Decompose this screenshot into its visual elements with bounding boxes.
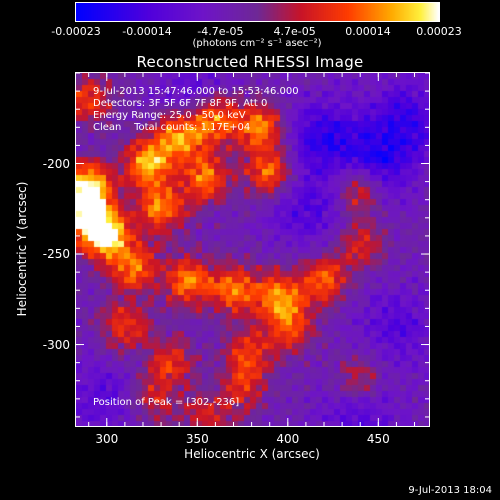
annotation-energy-range: Energy Range: 25.0 - 50.0 keV — [93, 110, 246, 121]
heatmap-image — [76, 73, 429, 426]
colorbar-units-label: (photons cm⁻² s⁻¹ asec⁻²) — [192, 38, 322, 49]
annotation-peak-position: Position of Peak = [302,-236] — [93, 397, 240, 408]
y-axis-label: Heliocentric Y (arcsec) — [15, 181, 29, 317]
x-tick-label: 450 — [366, 432, 390, 446]
annotation-method: Clean Total counts: 1.17E+04 — [93, 122, 251, 133]
annotation-detectors: Detectors: 3F 5F 6F 7F 8F 9F, Att 0 — [93, 98, 268, 109]
x-tick-label: 300 — [95, 432, 119, 446]
x-tick-label: 400 — [276, 432, 300, 446]
y-tick-label: -300 — [42, 337, 70, 352]
x-axis-label: Heliocentric X (arcsec) — [184, 447, 320, 461]
timestamp: 9-Jul-2013 18:04 — [408, 485, 492, 496]
plot-area: 9-Jul-2013 15:47:46.000 to 15:53:46.000 … — [75, 72, 430, 427]
chart-title: Reconstructed RHESSI Image — [136, 53, 364, 71]
y-tick-label: -250 — [42, 247, 70, 262]
y-tick-label: -200 — [42, 156, 70, 171]
colorbar-gradient — [75, 2, 440, 22]
colorbar — [75, 0, 440, 22]
x-tick-label: 350 — [185, 432, 209, 446]
annotation-time-range: 9-Jul-2013 15:47:46.000 to 15:53:46.000 — [93, 86, 299, 97]
